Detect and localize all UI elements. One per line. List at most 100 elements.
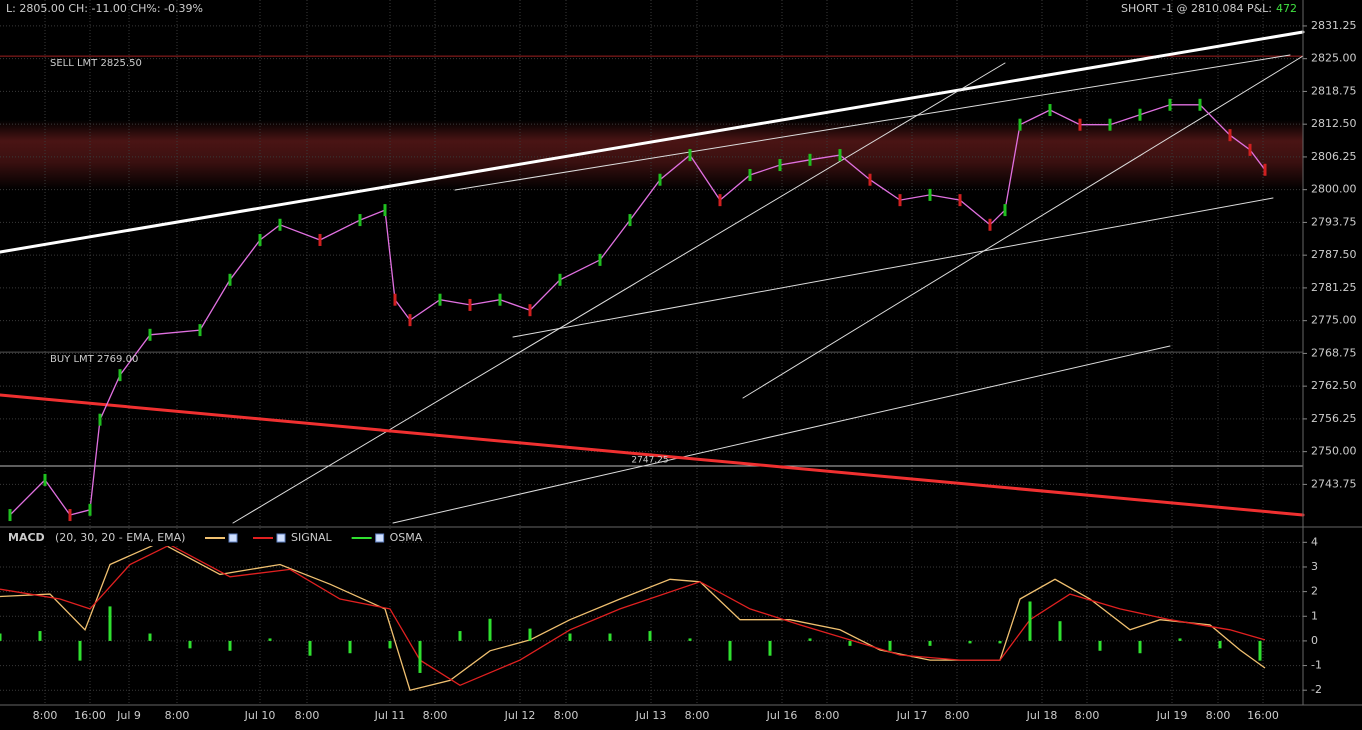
osma-bar [1138,640,1142,654]
x-tick-label: Jul 9 [116,709,141,722]
candle [1138,108,1142,121]
pnl: 472 [1276,2,1297,15]
osma-bar [888,640,892,651]
candle [1198,98,1202,111]
osma-bar [268,638,272,641]
osma-bar [308,640,312,656]
candle [1018,118,1022,131]
candle [383,204,387,217]
trend-line [392,345,1171,524]
x-tick-label: 8:00 [33,709,58,722]
candle [528,304,532,317]
osma-bar [78,640,82,661]
x-tick-label: Jul 11 [374,709,406,722]
series-line [0,544,1266,687]
candle [1228,129,1232,142]
candle [118,369,122,382]
candle [1078,118,1082,131]
legend-bg [0,530,400,546]
y-tick-label: 2787.50 [1311,248,1357,261]
trend-line [0,30,1305,254]
candle [598,253,602,266]
osma-bar [488,618,492,641]
x-tick-label: Jul 17 [896,709,928,722]
legend-label: OSMA [390,531,423,544]
osma-bar [848,640,852,646]
trend-line [512,197,1274,338]
candle [98,413,102,426]
candle [438,293,442,306]
x-tick-label: 8:00 [815,709,840,722]
y-tick-label: 2762.50 [1311,379,1357,392]
grid [0,0,1303,705]
candle [88,503,92,516]
candle [198,324,202,337]
candle [498,293,502,306]
y-tick-label: 2800.00 [1311,183,1357,196]
order-label: SELL LMT 2825.50 [50,58,142,69]
candle [558,273,562,286]
x-tick-label: Jul 19 [1156,709,1188,722]
osma-bar [928,640,932,646]
candle [8,509,12,522]
x-tick-label: Jul 13 [635,709,667,722]
indicator-params: (20, 30, 20 - EMA, EMA) [55,531,185,544]
y-tick-label: 2750.00 [1311,445,1357,458]
candle [928,188,932,201]
y-tick-label: 2831.25 [1311,19,1357,32]
osma-bar [528,628,532,641]
candle [68,509,72,522]
candle [1003,204,1007,217]
x-tick-label: Jul 10 [244,709,276,722]
candle [838,149,842,162]
osma-bar [188,640,192,649]
series-line [9,104,1266,516]
osma-bar [1218,640,1222,649]
candle [468,298,472,311]
y-tick-label: 2775.00 [1311,314,1357,327]
legend-checkbox [375,533,385,543]
y-tick-label: 2781.25 [1311,281,1357,294]
y-tick-label: 2768.75 [1311,346,1357,359]
osma-bar [148,633,152,641]
candle [43,473,47,486]
trend-lines [0,30,1305,524]
order-label: 2747.25 [631,456,668,466]
osma-bar [348,640,352,654]
candle [1263,163,1267,176]
series-line [0,541,1266,691]
osma-bar [998,640,1002,644]
candle [278,218,282,231]
candle [228,273,232,286]
x-tick-label: 8:00 [1206,709,1231,722]
trend-line [742,55,1304,399]
x-tick-label: 8:00 [945,709,970,722]
x-tick-label: 8:00 [295,709,320,722]
candle [1168,98,1172,111]
trend-line [232,62,1006,524]
trend-line [0,393,1305,517]
candle [898,194,902,207]
candle [258,233,262,246]
osma-bar [1028,601,1032,641]
candle [393,293,397,306]
x-tick-label: 8:00 [423,709,448,722]
candle [1048,104,1052,117]
y-tick-label: 0 [1311,634,1318,647]
y-tick-label: 2 [1311,585,1318,598]
candle [1108,118,1112,131]
x-tick-label: Jul 12 [504,709,536,722]
y-tick-label: 2812.50 [1311,117,1357,130]
osma-bar [38,631,42,641]
x-tick-label: 8:00 [685,709,710,722]
order-label: BUY LMT 2769.00 [50,354,138,365]
osma-bar [688,638,692,641]
quote: L: 2805.00 CH: -11.00 CH%: -0.39% [6,2,203,15]
y-tick-label: 2825.00 [1311,52,1357,65]
osma-bar [968,640,972,644]
candle [658,173,662,186]
y-tick-label: 2806.25 [1311,150,1357,163]
osma-bar [808,638,812,641]
